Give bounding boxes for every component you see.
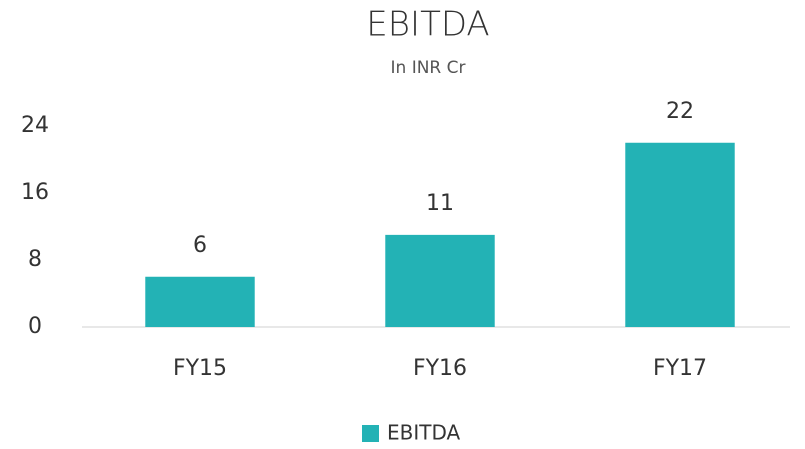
chart-title: EBITDA (366, 5, 489, 45)
y-tick-label: 8 (28, 247, 42, 272)
y-tick-label: 16 (21, 180, 49, 205)
data-label: 22 (666, 99, 694, 124)
legend-label: EBITDA (387, 421, 461, 445)
data-label: 11 (426, 191, 454, 216)
legend-swatch (362, 425, 379, 442)
data-label: 6 (193, 233, 207, 258)
bar (385, 234, 495, 327)
y-tick-label: 0 (28, 314, 42, 339)
bar (625, 142, 735, 327)
x-tick-label: FY17 (653, 356, 707, 381)
chart-subtitle: In INR Cr (391, 58, 466, 78)
y-tick-label: 24 (21, 113, 49, 138)
x-tick-label: FY15 (173, 356, 227, 381)
bar (145, 276, 255, 327)
x-tick-label: FY16 (413, 356, 467, 381)
